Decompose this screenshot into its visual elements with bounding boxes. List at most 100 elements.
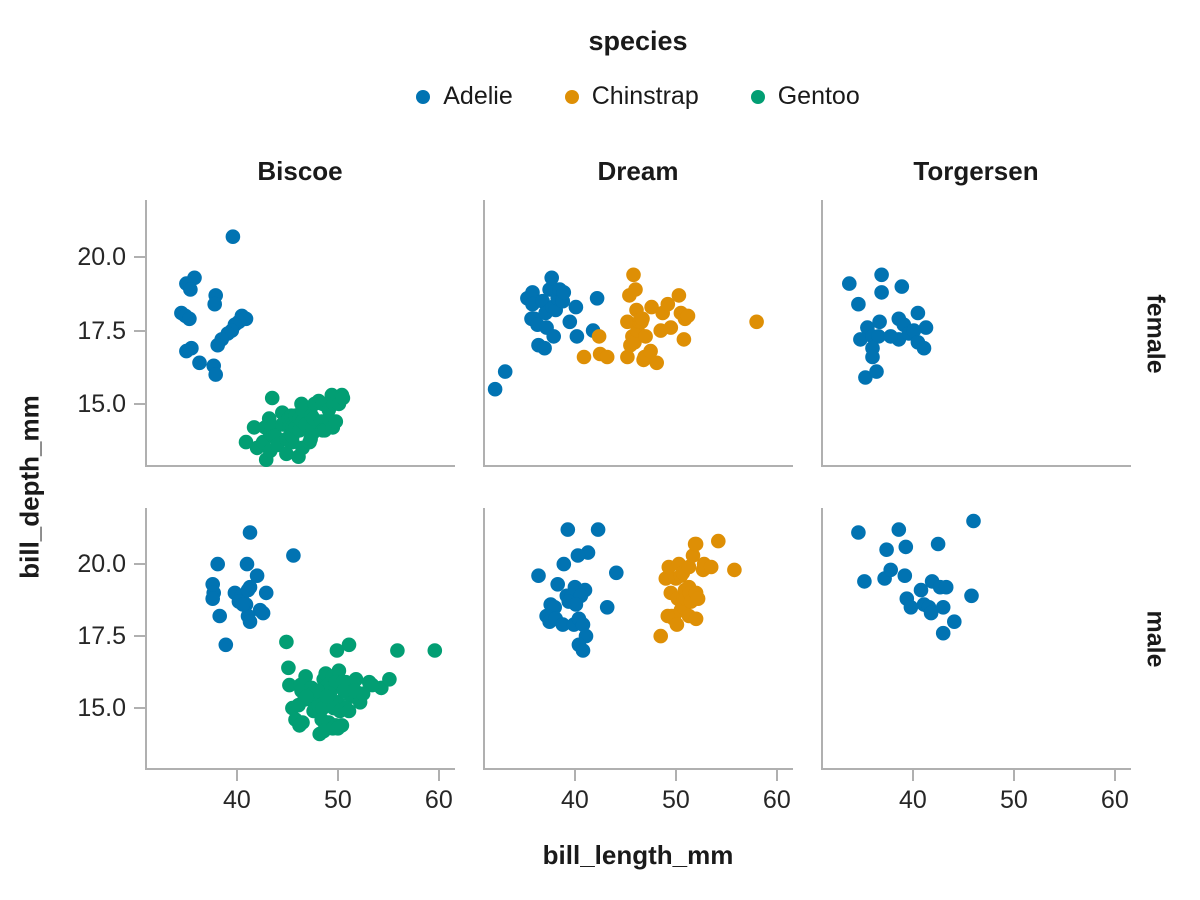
data-point-adelie	[964, 588, 979, 604]
data-point-adelie	[562, 314, 578, 330]
data-point-gentoo	[355, 686, 371, 701]
data-point-adelie	[487, 381, 503, 397]
data-point-adelie	[568, 299, 584, 315]
panel-torgersen-male	[821, 508, 1131, 770]
data-point-adelie	[205, 591, 220, 606]
row-label-male: male	[1141, 610, 1170, 668]
legend: Adelie Chinstrap Gentoo	[145, 82, 1131, 111]
data-point-gentoo	[336, 683, 352, 699]
data-point-gentoo	[348, 672, 364, 687]
data-point-gentoo	[299, 689, 314, 704]
data-point-adelie	[903, 600, 919, 615]
data-point-adelie	[546, 329, 561, 344]
data-point-adelie	[918, 320, 934, 335]
panel-biscoe-male	[145, 508, 455, 770]
y-tick-mark	[134, 402, 145, 405]
data-point-gentoo	[279, 446, 294, 462]
data-point-adelie	[212, 608, 227, 624]
data-point-adelie	[537, 340, 552, 356]
data-point-chinstrap	[658, 571, 674, 586]
data-point-adelie	[208, 367, 223, 382]
data-point-adelie	[599, 600, 615, 615]
col-header-biscoe: Biscoe	[257, 156, 343, 186]
data-point-chinstrap	[626, 267, 641, 283]
data-point-gentoo	[319, 689, 335, 704]
col-header-torgersen: Torgersen	[913, 156, 1039, 186]
data-point-gentoo	[282, 677, 297, 693]
data-point-adelie	[869, 364, 884, 379]
data-point-chinstrap	[628, 282, 643, 297]
data-point-adelie	[851, 525, 866, 540]
data-point-gentoo	[292, 718, 307, 733]
y-tick-label: 20.0	[77, 550, 126, 579]
data-point-gentoo	[390, 643, 405, 658]
data-point-chinstrap	[688, 611, 704, 627]
data-point-chinstrap	[681, 559, 697, 575]
data-point-chinstrap	[638, 329, 653, 344]
panel-torgersen-female	[821, 200, 1131, 467]
data-point-chinstrap	[676, 332, 692, 347]
data-point-chinstrap	[653, 628, 668, 644]
data-point-gentoo	[331, 663, 347, 678]
data-point-gentoo	[329, 643, 345, 658]
data-point-adelie	[947, 614, 962, 629]
legend-label-gentoo: Gentoo	[777, 82, 860, 110]
legend-title: species	[588, 26, 688, 56]
y-tick-label: 15.0	[77, 389, 126, 418]
x-tick-mark	[674, 770, 677, 781]
data-point-adelie	[883, 329, 898, 344]
legend-item-chinstrap: Chinstrap	[564, 82, 699, 111]
x-tick-mark	[775, 770, 778, 781]
data-point-adelie	[913, 582, 929, 598]
data-point-gentoo	[238, 434, 254, 450]
data-point-adelie	[589, 291, 605, 306]
data-point-chinstrap	[660, 296, 676, 312]
x-tick-mark	[437, 770, 440, 781]
legend-item-gentoo: Gentoo	[750, 82, 860, 111]
data-point-chinstrap	[643, 343, 658, 359]
data-point-adelie	[916, 340, 932, 356]
data-point-adelie	[239, 556, 255, 572]
data-point-adelie	[555, 617, 571, 632]
data-point-gentoo	[328, 414, 344, 429]
data-point-adelie	[235, 597, 251, 612]
y-tick-mark	[134, 329, 145, 332]
data-point-chinstrap	[591, 329, 607, 344]
data-point-adelie	[242, 614, 258, 629]
data-point-adelie	[210, 556, 225, 572]
data-point-adelie	[218, 637, 234, 653]
data-point-adelie	[192, 355, 207, 371]
data-point-adelie	[923, 605, 939, 621]
y-tick-mark	[134, 563, 145, 566]
x-tick-label: 50	[999, 786, 1028, 814]
x-axis-label: bill_length_mm	[542, 840, 734, 870]
data-point-adelie	[930, 536, 946, 552]
y-tick-mark	[134, 707, 145, 710]
data-point-adelie	[560, 522, 576, 537]
x-tick-mark	[1012, 770, 1015, 781]
data-point-adelie	[255, 605, 271, 621]
data-point-adelie	[906, 323, 922, 338]
data-point-gentoo	[264, 390, 280, 406]
y-tick-label: 17.5	[77, 316, 126, 345]
data-point-chinstrap	[649, 355, 664, 371]
data-point-chinstrap	[749, 314, 764, 330]
x-tick-label: 40	[560, 786, 589, 814]
data-point-adelie	[935, 625, 951, 641]
data-point-adelie	[851, 296, 866, 312]
data-point-adelie	[879, 542, 894, 557]
data-point-chinstrap	[627, 335, 642, 350]
col-header-dream: Dream	[597, 156, 679, 186]
data-point-adelie	[531, 568, 546, 583]
data-point-adelie	[891, 522, 907, 537]
data-point-chinstrap	[711, 533, 726, 549]
data-point-adelie	[883, 562, 898, 578]
data-point-adelie	[894, 279, 910, 294]
y-tick-label: 15.0	[77, 694, 126, 723]
adelie-dot-icon	[416, 89, 431, 104]
y-tick-label: 20.0	[77, 243, 126, 272]
legend-label-chinstrap: Chinstrap	[591, 82, 699, 110]
data-point-chinstrap	[669, 617, 685, 632]
data-point-adelie	[556, 285, 572, 300]
